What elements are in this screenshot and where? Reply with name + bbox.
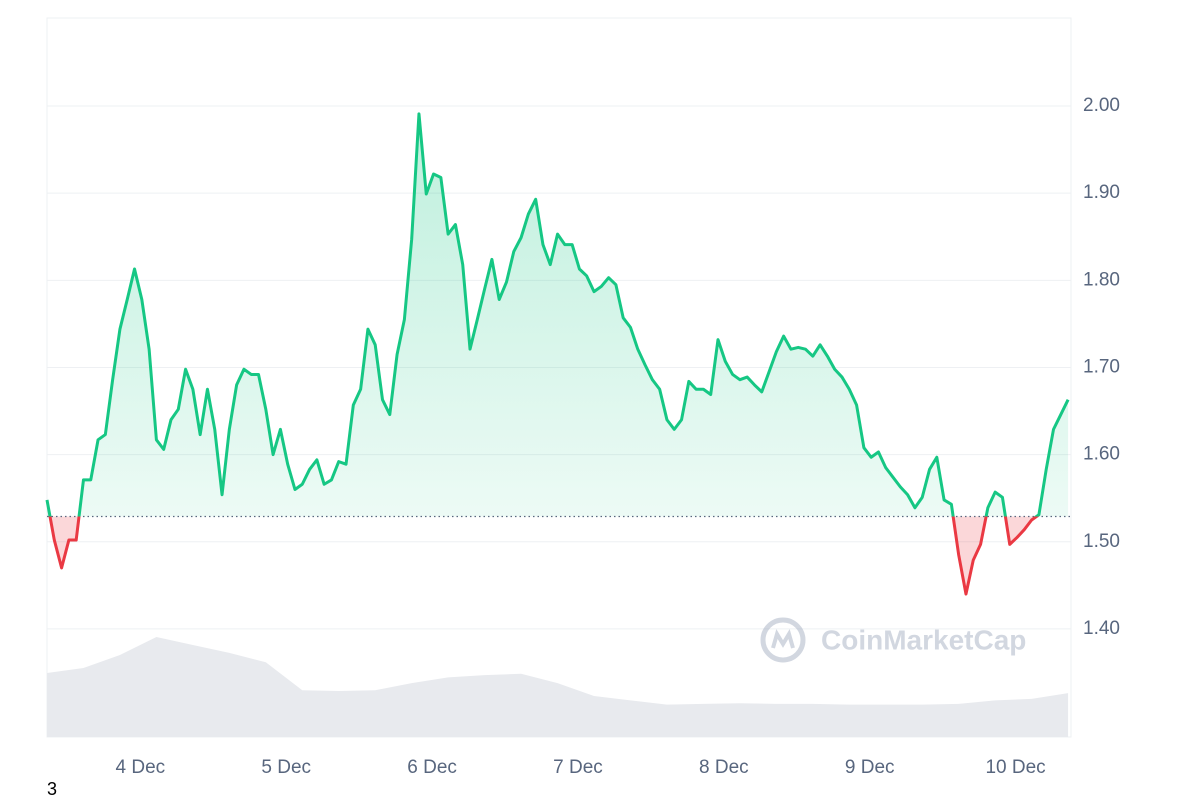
x-tick-label: 9 Dec	[845, 757, 895, 778]
price-line-up	[45, 112, 1070, 517]
x-tick-label: 7 Dec	[553, 757, 603, 778]
y-tick-label: 1.40	[1083, 618, 1120, 639]
x-tick-label: 4 Dec	[116, 757, 166, 778]
footnote: 3	[47, 779, 57, 799]
x-tick-label: 5 Dec	[261, 757, 311, 778]
x-tick-label: 8 Dec	[699, 757, 749, 778]
watermark-text: CoinMarketCap	[821, 624, 1026, 655]
watermark: CoinMarketCap	[760, 617, 1026, 663]
y-tick-label: 1.70	[1083, 356, 1120, 377]
x-tick-label: 10 Dec	[985, 757, 1045, 778]
y-tick-label: 2.00	[1083, 95, 1120, 116]
volume-area	[47, 637, 1069, 737]
y-tick-label: 1.90	[1083, 182, 1120, 203]
area-up	[47, 113, 1069, 517]
x-tick-label: 6 Dec	[407, 757, 457, 778]
y-tick-label: 1.50	[1083, 531, 1120, 552]
y-tick-label: 1.80	[1083, 269, 1120, 290]
y-tick-label: 1.60	[1083, 444, 1120, 465]
